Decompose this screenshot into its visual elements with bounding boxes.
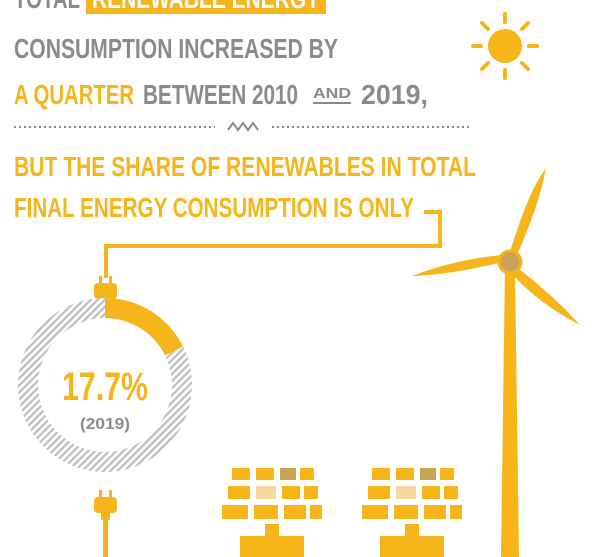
statement-text: BUT THE SHARE OF RENEWABLES IN TOTAL <box>14 151 476 182</box>
solar-panel <box>362 468 462 557</box>
headline-small: AND <box>313 85 351 102</box>
statement-text: FINAL ENERGY CONSUMPTION IS ONLY <box>14 192 414 223</box>
headline-text: TOTAL <box>14 0 80 14</box>
solar-panel <box>222 468 322 557</box>
divider-squiggle <box>227 121 259 132</box>
plug-bottom <box>94 490 117 557</box>
headline-highlight: RENEWABLE ENERGY <box>92 0 320 14</box>
sun <box>471 12 539 80</box>
share-label: 17.7% <box>62 365 148 409</box>
share-year: (2019) <box>80 416 130 433</box>
headline-text: 2019, <box>361 79 428 110</box>
wind-turbine <box>412 168 580 557</box>
headline-text: CONSUMPTION INCREASED BY <box>14 33 338 64</box>
headline-text: BETWEEN 2010 <box>143 79 298 110</box>
cable <box>104 210 442 278</box>
headline-accent: A QUARTER <box>14 79 134 110</box>
highlight <box>86 0 326 14</box>
donut-share <box>105 298 184 356</box>
